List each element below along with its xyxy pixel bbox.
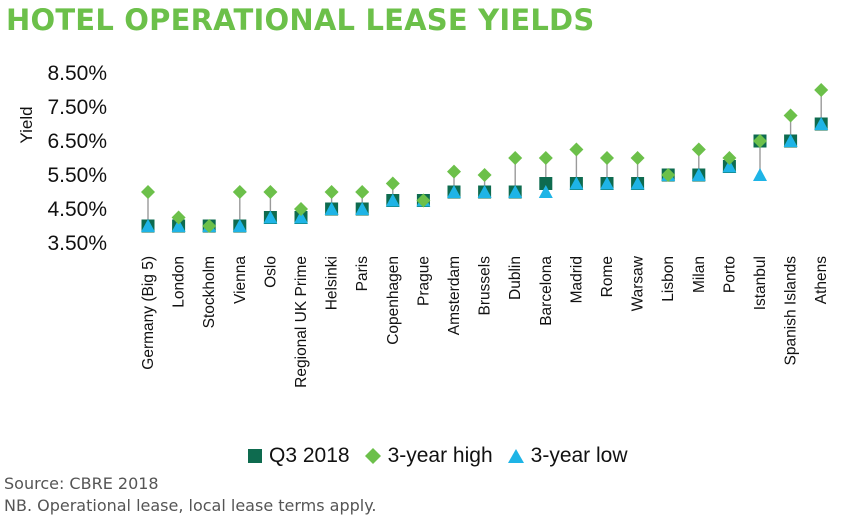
x-category-label: Spanish Islands [783, 256, 800, 366]
high-3yr-point [324, 185, 339, 199]
legend-item-q3: Q3 2018 [247, 444, 350, 468]
high-3yr-point [814, 83, 829, 97]
x-category-label: Regional UK Prime [293, 256, 310, 388]
x-category-label: Germany (Big 5) [140, 256, 157, 370]
high-3yr-point [661, 168, 676, 182]
x-category-label: London [171, 256, 188, 308]
yield-chart: Yield 8.50% 7.50% 6.50% 5.50% 4.50% 3.50% Ger… [17, 62, 830, 388]
high-3yr-point [141, 185, 155, 199]
x-category-label: Oslo [262, 256, 279, 288]
high-3yr-point [508, 151, 523, 165]
low-3yr-point [538, 185, 553, 198]
whiskers [147, 90, 822, 226]
x-category-label: Prague [415, 256, 432, 306]
x-category-label: Warsaw [630, 255, 647, 311]
y-tick-label: 5.50% [47, 164, 107, 187]
legend-item-low: 3-year low [507, 444, 628, 468]
high-3yr-point [171, 210, 186, 225]
lease-note: NB. Operational lease, local lease terms… [4, 496, 377, 515]
low-3yr-point [294, 210, 308, 224]
y-tick-label: 7.50% [47, 96, 107, 119]
square-marker-icon [248, 449, 262, 463]
x-axis-labels: Germany (Big 5) London Stockholm Vienna Oslo… [140, 255, 830, 388]
chart-title: HOTEL OPERATIONAL LEASE YIELDS [6, 3, 595, 37]
low-3yr-point [385, 193, 400, 207]
low-3yr-point [477, 185, 492, 198]
x-category-label: Stockholm [201, 256, 218, 328]
high-3yr-point [600, 151, 614, 165]
x-category-label: Barcelona [538, 256, 555, 326]
legend-label-q3: Q3 2018 [269, 444, 350, 467]
high-3yr-point [538, 151, 553, 165]
low-3yr-point [324, 202, 339, 215]
high-3yr-point [294, 202, 308, 216]
low-3yr-point [447, 185, 461, 198]
high-3yr-point [232, 185, 247, 199]
low-3yr-point [141, 219, 155, 232]
low-3yr-point [722, 159, 737, 173]
x-category-label: Milan [691, 256, 708, 293]
y-tick-label: 6.50% [47, 130, 107, 153]
x-category-label: Istanbul [752, 256, 769, 310]
high-3yr-point [722, 151, 737, 165]
source-note: Source: CBRE 2018 [4, 474, 159, 493]
diamond-marker-icon [364, 448, 381, 464]
x-category-label: Amsterdam [446, 256, 463, 335]
legend-label-low: 3-year low [530, 444, 628, 467]
x-category-label: Vienna [232, 256, 249, 304]
low-3yr-point [691, 168, 706, 181]
x-category-label: Porto [721, 256, 738, 293]
y-axis-ticks: 8.50% 7.50% 6.50% 5.50% 4.50% 3.50% [47, 62, 107, 255]
low-3yr-point [355, 202, 370, 215]
x-category-label: Paris [354, 256, 371, 292]
y-tick-label: 4.50% [47, 198, 107, 221]
y-axis-label: Yield [17, 106, 36, 143]
x-category-label: Rome [599, 256, 616, 297]
high-3yr-point [753, 134, 767, 148]
low-3yr-point [569, 176, 584, 190]
low-3yr-point [814, 117, 829, 130]
y-tick-label: 8.50% [47, 62, 107, 85]
high-3yr-point [477, 168, 492, 182]
high-3yr-point [569, 142, 584, 157]
x-category-label: Dublin [507, 256, 524, 300]
low-3yr-point [783, 134, 798, 147]
low-3yr-point [171, 219, 186, 232]
data-marks [141, 83, 829, 233]
low-3yr-point [630, 176, 645, 190]
high-3yr-point [202, 219, 217, 233]
legend-item-high: 3-year high [364, 444, 493, 468]
x-category-label: Brussels [477, 256, 494, 316]
high-3yr-point [447, 164, 461, 179]
high-3yr-point [630, 151, 645, 165]
x-category-label: Madrid [568, 256, 585, 303]
high-3yr-point [355, 185, 370, 199]
low-3yr-point [508, 185, 523, 198]
x-category-label: Copenhagen [385, 256, 402, 345]
low-3yr-point [263, 210, 278, 224]
high-3yr-point [385, 176, 400, 191]
x-category-label: Lisbon [660, 256, 677, 302]
low-3yr-point [753, 168, 767, 181]
triangle-marker-icon [507, 449, 524, 463]
legend-label-high: 3-year high [387, 444, 493, 467]
high-3yr-point [783, 108, 798, 123]
low-3yr-point [600, 176, 614, 190]
high-3yr-point [416, 193, 431, 208]
x-category-label: Helsinki [324, 256, 341, 310]
high-3yr-point [263, 185, 278, 199]
x-category-label: Athens [813, 256, 830, 305]
legend: Q3 2018 3-year high 3-year low [247, 444, 642, 468]
high-3yr-point [691, 142, 706, 157]
q3-2018-point [539, 177, 553, 190]
y-tick-label: 3.50% [47, 232, 107, 255]
low-3yr-point [232, 219, 247, 232]
